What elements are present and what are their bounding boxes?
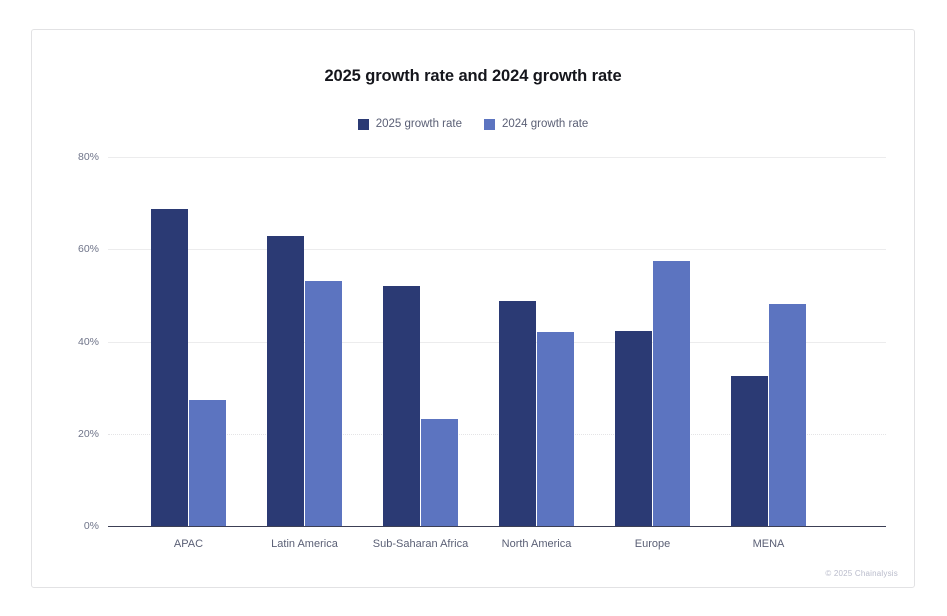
bar-group [731, 157, 806, 526]
x-tick-label: Latin America [271, 538, 338, 550]
legend-swatch-2025 [357, 118, 369, 130]
legend-label-2024: 2024 growth rate [502, 118, 589, 130]
copyright-credit: © 2025 Chainalysis [825, 569, 898, 578]
chart-title: 2025 growth rate and 2024 growth rate [324, 67, 622, 85]
bar[interactable] [653, 261, 690, 526]
y-tick-label: 80% [77, 151, 99, 163]
bar-group [151, 157, 226, 526]
bar[interactable] [151, 208, 188, 526]
bar[interactable] [499, 300, 536, 526]
bar[interactable] [731, 376, 768, 526]
plot-area: 0% 20% 40% 60% 80% APAC Latin America Sub-Saha… [78, 151, 886, 550]
gridline [108, 341, 886, 343]
bar[interactable] [769, 303, 806, 526]
chart-card: 2025 growth rate and 2024 growth rate 20… [31, 29, 915, 588]
x-axis-labels: APAC Latin America Sub-Saharan Africa North… [108, 526, 886, 556]
bars-layer [108, 157, 886, 526]
bar[interactable] [267, 235, 304, 526]
x-tick-label: North America [501, 538, 572, 550]
bar-group [383, 157, 458, 526]
y-tick-label: 0% [83, 520, 99, 532]
bar[interactable] [305, 281, 342, 526]
bar[interactable] [189, 399, 226, 526]
legend-label-2025: 2025 growth rate [375, 118, 462, 130]
legend-item-2024[interactable]: 2024 growth rate [484, 118, 588, 130]
y-tick-label: 40% [77, 335, 99, 348]
legend-swatch-2024 [484, 118, 495, 130]
bar-group [499, 157, 574, 526]
bar[interactable] [537, 331, 574, 526]
gridline [108, 249, 886, 251]
gridline [108, 433, 886, 436]
legend-item-2025[interactable]: 2025 growth rate [357, 118, 462, 130]
x-tick-label: Europe [634, 538, 671, 550]
bar[interactable] [421, 419, 458, 526]
bar-group [267, 157, 342, 526]
y-tick-label: 60% [77, 243, 99, 256]
bar-group [615, 157, 690, 526]
gridline [108, 157, 886, 158]
chart-legend: 2025 growth rate 2024 growth rate [32, 118, 914, 130]
x-axis-line [108, 525, 886, 527]
x-tick-label: MENA [752, 538, 785, 550]
bar[interactable] [615, 330, 652, 526]
x-tick-label: APAC [173, 538, 204, 550]
x-tick-label: Sub-Saharan Africa [372, 538, 469, 550]
bar[interactable] [383, 285, 420, 526]
y-tick-label: 20% [77, 427, 99, 440]
